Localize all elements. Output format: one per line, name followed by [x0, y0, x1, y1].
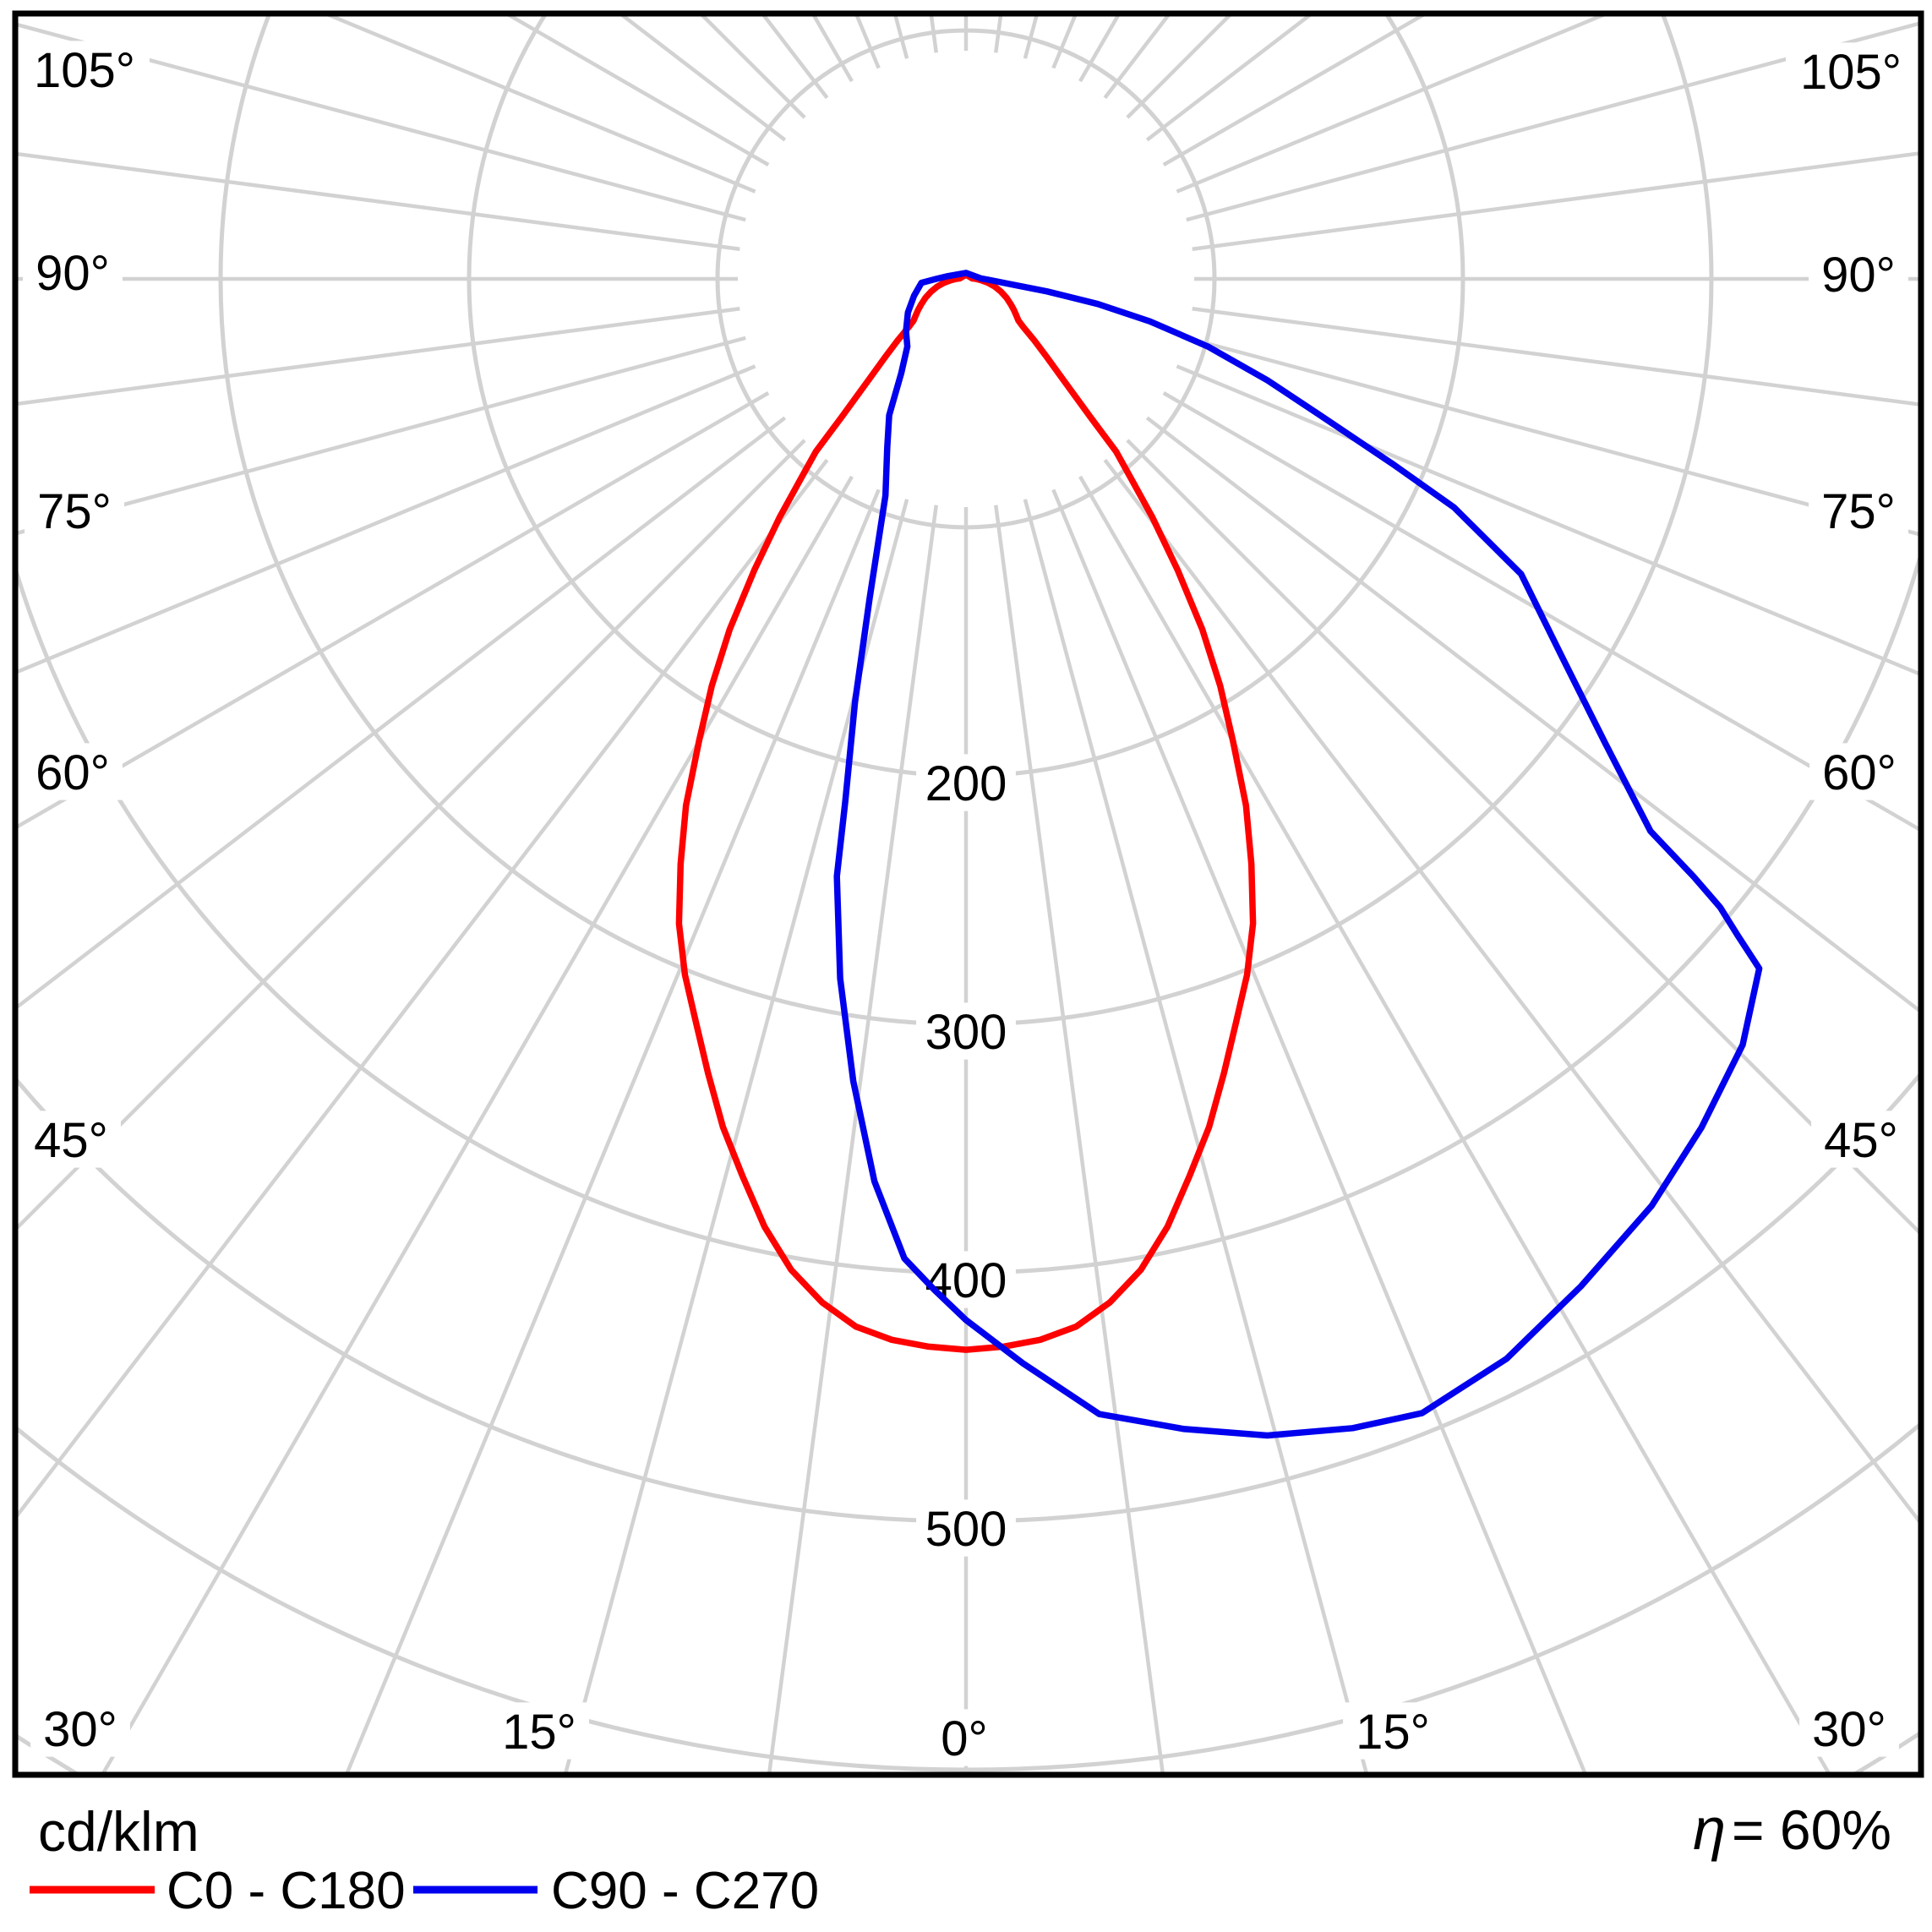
spoke-line-37.5	[1103, 458, 1918, 1524]
spoke-line-337.5	[345, 488, 881, 1772]
angle-label-right-30°-bg	[1799, 1700, 1899, 1757]
curve-c90-c270	[833, 270, 1763, 1439]
spoke-line-345	[564, 499, 909, 1772]
spoke-line-277.5	[18, 307, 740, 406]
spoke-line-285	[18, 336, 746, 535]
angle-label-left-90°: 90°	[35, 246, 110, 301]
angle-label-bottom-1: 0°	[941, 1711, 987, 1766]
spoke-line-67.5	[1176, 364, 1918, 676]
spoke-line-60	[1162, 391, 1918, 832]
angle-label-bottom-2-bg	[1343, 1702, 1443, 1760]
angle-label-right-90°-bg	[1809, 245, 1908, 303]
angle-label-right-45°-bg	[1811, 1111, 1911, 1168]
plot-frame	[12, 10, 1924, 1778]
angle-label-left-105°-bg	[19, 41, 150, 98]
angle-label-left-60°: 60°	[35, 745, 110, 800]
ring-label-500: 500	[925, 1502, 1007, 1557]
spoke-line-352.5	[767, 505, 938, 1772]
spoke-line-322.5	[18, 458, 829, 1518]
intensity-curves	[675, 270, 1763, 1439]
angle-label-left-90°-bg	[23, 243, 123, 301]
spoke-line-255	[18, 23, 746, 222]
spoke-line-262.5	[18, 152, 740, 251]
axis-labels: 200 300 400 500 105° 90° 75° 60° 45° 30° 15° 0° 15° 3…	[19, 41, 1916, 1766]
spoke-line-112.5	[1176, 16, 1606, 194]
angle-label-left-30°-bg	[30, 1700, 130, 1757]
spoke-line-82.5	[1192, 307, 1918, 407]
spoke-line-22.5	[1051, 488, 1587, 1772]
angle-label-left-30°: 30°	[43, 1702, 117, 1757]
angle-label-left-45°: 45°	[34, 1113, 108, 1168]
spoke-line-7.5	[994, 505, 1165, 1772]
angle-label-left-75°-bg	[25, 482, 124, 539]
angle-label-left-105°: 105°	[34, 43, 135, 98]
spoke-line-292.5	[18, 364, 756, 674]
angle-label-right-60°: 60°	[1822, 745, 1897, 800]
angle-label-right-45°: 45°	[1824, 1113, 1898, 1168]
angle-label-right-60°-bg	[1809, 743, 1909, 800]
ring-label-200-bg	[916, 754, 1016, 811]
angle-label-bottom-0-bg	[489, 1702, 589, 1760]
spoke-line-300	[18, 391, 770, 829]
angle-label-right-105°-bg	[1786, 42, 1916, 100]
angle-label-right-75°: 75°	[1821, 484, 1896, 539]
unit-label: cd/klm	[38, 1800, 199, 1863]
spoke-line-330	[101, 475, 854, 1772]
spoke-line-52.5	[1145, 416, 1918, 1012]
ring-label-400: 400	[925, 1253, 1007, 1308]
spoke-line-97.5	[1192, 151, 1918, 251]
angle-label-bottom-1-bg	[930, 1709, 999, 1766]
ring-label-200: 200	[925, 756, 1007, 811]
legend-label-c90-c270: C90 - C270	[551, 1862, 819, 1920]
legend-label-c0-c180: C0 - C180	[166, 1862, 406, 1920]
angle-label-right-75°-bg	[1809, 482, 1908, 539]
ring-label-300: 300	[925, 1005, 1007, 1060]
ring-label-300-bg	[916, 1002, 1016, 1060]
angle-label-left-45°-bg	[21, 1111, 121, 1168]
spoke-line-105	[1186, 21, 1918, 222]
spoke-line-307.5	[18, 416, 787, 1009]
efficiency-value: = 60%	[1732, 1798, 1891, 1861]
angle-label-right-105°: 105°	[1800, 45, 1902, 100]
spoke-line-247.5	[326, 16, 756, 194]
angle-label-bottom-2: 15°	[1356, 1705, 1430, 1760]
ring-label-500-bg	[916, 1499, 1016, 1557]
curve-c0-c180	[675, 271, 1257, 1353]
angle-label-right-30°: 30°	[1812, 1702, 1886, 1757]
legend: C0 - C180 C90 - C270	[30, 1862, 819, 1920]
spoke-line-15	[1023, 499, 1368, 1772]
ring-label-400-bg	[916, 1251, 1016, 1308]
spoke-line-30	[1078, 475, 1831, 1772]
efficiency-symbol: η	[1693, 1796, 1726, 1862]
angle-label-left-60°-bg	[23, 743, 123, 800]
angle-label-right-90°: 90°	[1821, 248, 1896, 303]
angle-label-bottom-0: 15°	[502, 1705, 576, 1760]
angle-label-left-75°: 75°	[37, 484, 112, 539]
spoke-line-75	[1186, 336, 1918, 537]
